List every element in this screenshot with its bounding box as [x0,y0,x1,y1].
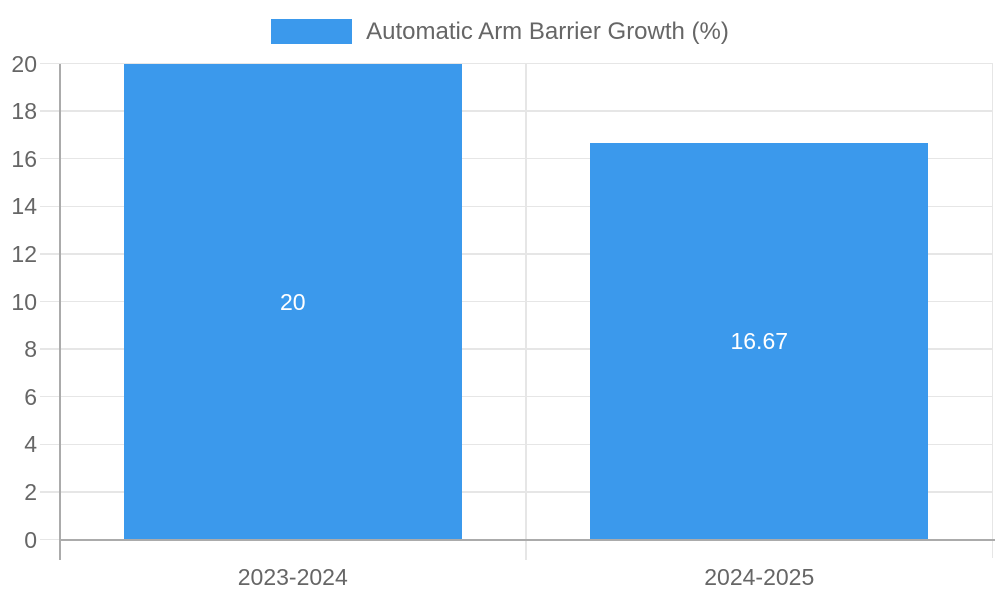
y-axis-line [58,63,61,560]
y-tick-label: 12 [11,240,37,267]
y-tick [40,253,60,255]
y-tick-label: 18 [11,98,37,125]
y-tick [40,157,60,160]
chart-legend: Automatic Arm Barrier Growth (%) [0,19,1000,44]
y-tick-label: 14 [11,193,37,220]
x-tick-label: 2023-2024 [237,564,348,590]
y-tick-label: 0 [24,526,37,553]
y-tick [40,443,60,446]
x-tick-label: 2024-2025 [704,564,815,590]
bar [123,63,462,540]
bar [590,142,929,540]
y-tick-label: 16 [11,145,37,172]
y-tick [40,62,60,65]
legend-swatch [271,19,353,44]
legend-label: Automatic Arm Barrier Growth (%) [366,18,729,45]
category-separator [525,63,527,560]
y-tick-label: 10 [11,288,37,315]
y-tick [40,110,60,112]
y-tick-label: 4 [24,431,37,458]
y-tick-label: 2 [24,478,37,505]
y-tick-label: 8 [24,336,37,363]
bar-value-label: 16.67 [730,328,789,355]
y-tick-label: 6 [24,383,37,410]
y-tick [40,395,60,398]
y-tick [40,491,60,493]
y-tick-label: 20 [11,50,37,77]
x-axis-line [58,538,995,541]
y-tick [40,205,60,208]
y-tick [40,348,60,350]
y-tick [40,538,60,541]
y-tick [40,300,60,303]
plot-right-border [991,63,993,558]
bar-value-label: 20 [279,288,306,315]
